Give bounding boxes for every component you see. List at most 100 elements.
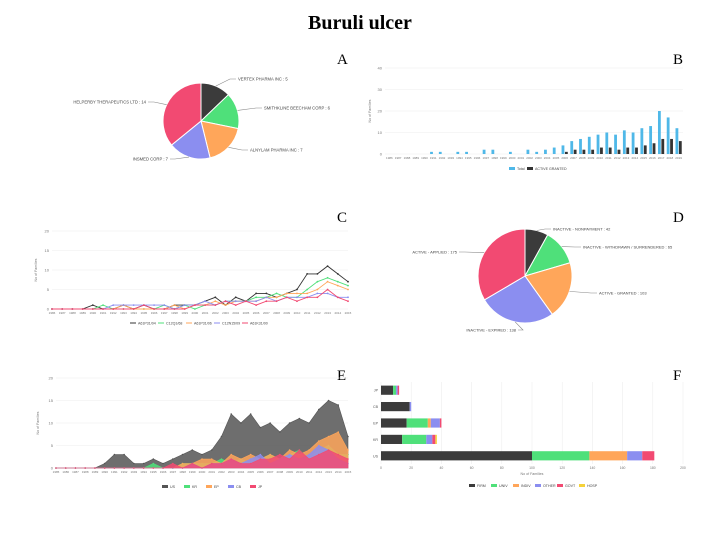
b-ytick-4: 40: [378, 66, 383, 71]
e-point-0-6: [113, 453, 116, 456]
c-point-2-23: [285, 292, 288, 295]
e-point-3-24: [288, 453, 291, 456]
b-bar-1-30: [652, 143, 656, 154]
panel-label-a: A: [337, 52, 348, 68]
panel-label-f: F: [673, 368, 682, 384]
b-bar-1-31: [661, 138, 665, 154]
b-xtick-24: 2010: [596, 156, 603, 160]
c-xtick-22: 2008: [273, 311, 280, 315]
e-point-4-4: [94, 467, 96, 469]
e-point-0-18: [230, 413, 232, 415]
b-xtick-22: 2008: [579, 156, 586, 160]
c-point-4-0: [51, 308, 53, 310]
f-bar-1-4: [532, 451, 590, 461]
c-point-3-7: [122, 304, 125, 306]
e-point-4-20: [249, 462, 252, 465]
e-point-0-19: [240, 422, 242, 424]
f-bar-2-4: [589, 451, 628, 461]
e-point-2-29: [337, 431, 340, 433]
b-bar-0-20: [561, 145, 565, 154]
e-point-2-28: [327, 435, 330, 438]
e-xtick-18: 2003: [228, 470, 235, 474]
b-ytick-0: 0: [380, 152, 383, 157]
e-point-0-11: [162, 462, 164, 465]
c-point-2-9: [142, 308, 145, 310]
e-point-0-27: [318, 408, 320, 411]
pie-slice-2: [200, 120, 239, 159]
b-bar-0-22: [579, 138, 582, 154]
c-point-2-12: [173, 304, 176, 306]
e-point-2-26: [308, 449, 310, 451]
e-xtick-9: 1994: [140, 470, 147, 474]
b-xtick-3: 1989: [412, 156, 419, 160]
b-xtick-12: 1998: [491, 156, 498, 160]
b-ytick-2: 20: [378, 109, 383, 114]
c-point-2-28: [336, 284, 339, 287]
e-ylabel: No of Families: [36, 411, 40, 434]
c-point-3-27: [326, 292, 329, 295]
c-point-0-26: [316, 273, 319, 275]
e-point-2-30: [347, 449, 349, 451]
c-point-2-27: [326, 280, 329, 283]
c-xtick-12: 1998: [171, 311, 178, 315]
c-point-4-15: [204, 304, 207, 306]
e-point-1-10: [152, 462, 155, 465]
c-xtick-26: 2012: [314, 311, 321, 315]
b-xtick-30: 2016: [649, 156, 656, 160]
c-ytick-0: 0: [47, 307, 50, 312]
c-xtick-1: 1987: [59, 311, 66, 315]
c-xtick-14: 2000: [192, 311, 199, 315]
f-legend-swatch-3: [535, 484, 541, 487]
c-point-4-1: [61, 308, 64, 310]
b-xtick-9: 1995: [465, 156, 472, 160]
pie-leader-0: [536, 228, 551, 231]
c-point-0-28: [336, 273, 339, 275]
f-bar-5-3: [435, 434, 437, 444]
f-bar-3-2: [430, 418, 440, 428]
panel-label-d: D: [673, 210, 684, 226]
b-legend-label-0: Total: [517, 167, 525, 171]
e-point-4-21: [259, 458, 262, 460]
c-point-3-29: [347, 296, 349, 299]
e-xtick-11: 1996: [160, 470, 167, 474]
b-xtick-18: 2004: [544, 156, 551, 160]
e-xtick-4: 1989: [92, 470, 99, 474]
pie-label-0: INACTIVE - NONPAYMENT : 42: [553, 227, 611, 232]
pie-leader-4: [459, 251, 485, 253]
b-ylabel: No of Families: [368, 99, 372, 122]
pie-label-4: HELPERBY THERAPEUTICS LTD : 14: [73, 100, 146, 105]
b-bar-0-29: [640, 128, 644, 154]
e-xtick-12: 1997: [169, 470, 176, 474]
c-xtick-19: 2005: [243, 311, 250, 315]
c-point-4-4: [91, 308, 94, 310]
pie-leader-2: [228, 147, 248, 151]
c-xtick-0: 1986: [49, 311, 56, 315]
e-xtick-30: 2015: [345, 470, 352, 474]
c-xtick-8: 1994: [130, 311, 137, 315]
c-xtick-23: 2009: [283, 311, 290, 315]
b-bar-1-25: [608, 147, 612, 154]
e-xtick-0: 1985: [53, 470, 60, 474]
f-legend-label-0: FIRM: [477, 484, 486, 488]
f-bar-3-3: [426, 434, 433, 444]
e-point-0-22: [269, 422, 271, 424]
e-point-2-27: [318, 440, 320, 442]
e-point-4-0: [55, 467, 57, 469]
b-xtick-32: 2018: [667, 156, 674, 160]
b-xtick-4: 1990: [421, 156, 428, 160]
e-point-3-26: [308, 453, 310, 456]
e-point-4-14: [191, 462, 194, 465]
c-xtick-28: 2014: [334, 311, 341, 315]
b-bar-0-33: [675, 128, 679, 154]
c-point-0-4: [91, 304, 94, 306]
c-point-4-6: [112, 308, 115, 310]
b-bar-1-23: [591, 149, 595, 154]
e-point-0-14: [191, 449, 194, 451]
b-bar-0-11: [482, 149, 486, 154]
e-point-0-21: [259, 426, 262, 429]
b-bar-1-32: [670, 138, 673, 154]
e-point-0-15: [201, 453, 203, 456]
c-point-4-8: [132, 308, 135, 310]
